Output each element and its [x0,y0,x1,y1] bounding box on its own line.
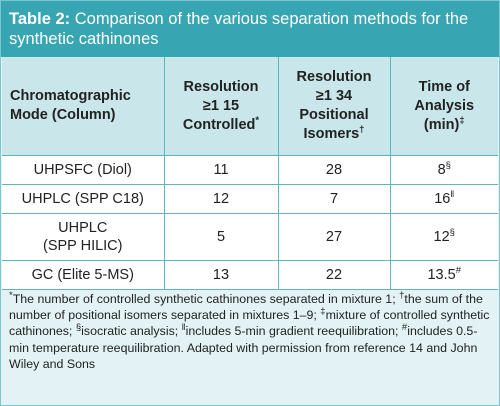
header-mode: Chromatographic Mode (Column) [2,57,165,156]
table-number: Table 2: [9,10,71,28]
cell-time: 16ǁ [390,184,498,214]
table-row: UHPLC (SPP HILIC) 5 27 12§ [2,213,498,261]
cell-mode: UHPSFC (Diol) [2,155,165,185]
header-time: Time of Analysis (min)‡ [390,57,498,156]
cell-mode: UHPLC (SPP HILIC) [2,213,165,261]
table-row: UHPLC (SPP C18) 12 7 16ǁ [2,184,498,214]
table-row: UHPSFC (Diol) 11 28 8§ [2,155,498,185]
cell-time: 8§ [390,155,498,185]
cell-positional: 28 [278,155,391,185]
cell-positional: 27 [278,213,391,261]
table-footnote: *The number of controlled synthetic cath… [9,289,490,371]
cell-time: 13.5# [390,260,498,290]
header-row: Chromatographic Mode (Column) Resolution… [2,57,498,156]
header-resolution-positional: Resolution ≥1 34 Positional Isomers† [278,57,391,156]
cell-controlled: 13 [164,260,279,290]
cell-time: 12§ [390,213,498,261]
cell-mode: GC (Elite 5-MS) [2,260,165,290]
cell-controlled: 12 [164,184,279,214]
cell-positional: 7 [278,184,391,214]
table-title: Table 2: Comparison of the various separ… [1,1,499,57]
table-caption: Comparison of the various separation met… [9,10,469,48]
cell-controlled: 11 [164,155,279,185]
cell-controlled: 5 [164,213,279,261]
cell-mode: UHPLC (SPP C18) [2,184,165,214]
comparison-table: Chromatographic Mode (Column) Resolution… [2,57,498,290]
cell-positional: 22 [278,260,391,290]
table-row: GC (Elite 5-MS) 13 22 13.5# [2,260,498,290]
header-resolution-controlled: Resolution ≥1 15 Controlled* [164,57,279,156]
